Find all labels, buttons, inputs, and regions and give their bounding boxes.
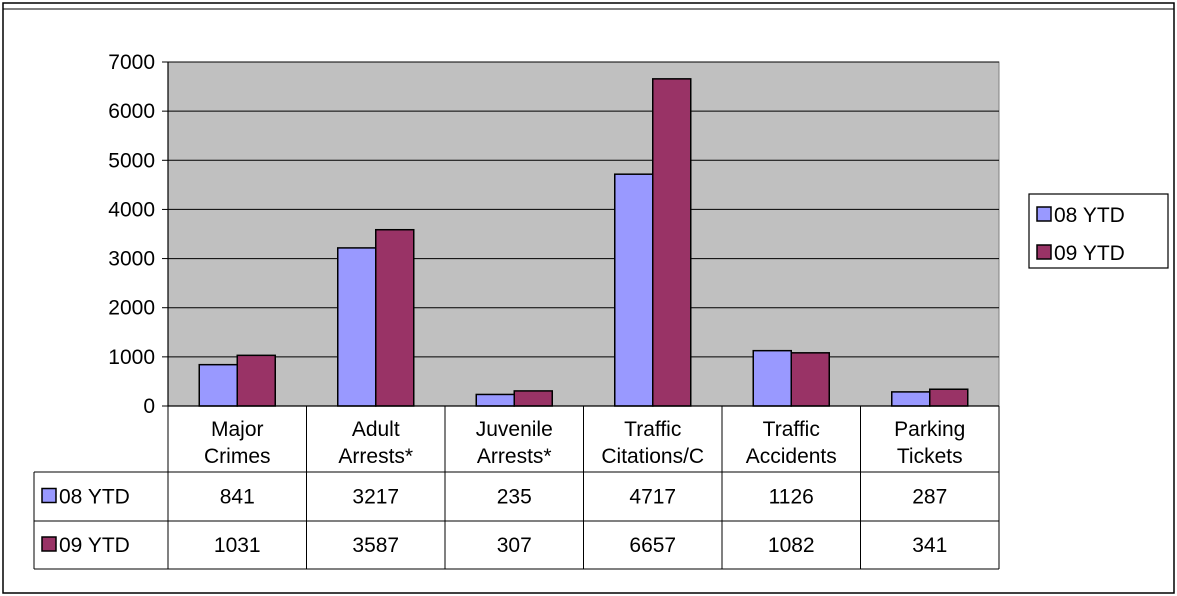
y-tick-label: 3000 <box>108 248 155 271</box>
y-tick-label: 0 <box>143 395 155 418</box>
category-label: Adult Arrests* <box>338 418 413 468</box>
table-legend-swatch <box>41 536 57 552</box>
table-cell-value: 3587 <box>352 534 399 557</box>
legend: 08 YTD 09 YTD <box>1028 193 1169 269</box>
bar-08-ytd <box>475 393 515 407</box>
category-label: Juvenile Arrests* <box>476 418 553 468</box>
bar-08-ytd <box>198 363 238 407</box>
table-cell-value: 1082 <box>768 534 815 557</box>
legend-swatch <box>1036 206 1052 222</box>
legend-swatch <box>1036 244 1052 260</box>
category-label: Traffic Citations/C <box>601 418 704 468</box>
bars <box>198 78 969 407</box>
category-label: Traffic Accidents <box>746 418 837 468</box>
y-tick-label: 4000 <box>108 198 155 221</box>
table-cell-value: 1126 <box>769 486 814 509</box>
y-tick-label: 1000 <box>108 346 155 369</box>
table-cell-value: 1031 <box>214 534 261 557</box>
bar-08-ytd <box>614 173 654 407</box>
bar-08-ytd <box>337 247 377 407</box>
y-tick-label: 6000 <box>108 100 155 123</box>
category-label: Major Crimes <box>204 418 271 468</box>
bar-09-ytd <box>652 78 692 407</box>
table-series-label: 08 YTD <box>59 486 130 509</box>
bar-09-ytd <box>236 354 276 407</box>
bar-09-ytd <box>513 390 553 407</box>
table-cell-value: 4717 <box>629 486 676 509</box>
y-tick-label: 5000 <box>108 149 155 172</box>
legend-box <box>1028 193 1169 269</box>
table-cell-value: 287 <box>912 486 947 509</box>
table-cell-value: 235 <box>497 486 532 509</box>
bar-09-ytd <box>375 228 415 407</box>
y-tick-label: 2000 <box>108 297 155 320</box>
y-axis: 0 1000 2000 3000 4000 5000 6000 7000 <box>108 51 169 418</box>
bar-08-ytd <box>891 391 931 407</box>
bar-08-ytd <box>752 349 792 407</box>
category-label: Parking Tickets <box>894 418 965 468</box>
table-legend-swatch <box>41 487 57 504</box>
bar-09-ytd <box>929 388 969 407</box>
legend-label: 09 YTD <box>1054 242 1125 265</box>
plot-area <box>167 61 1000 407</box>
legend-label: 08 YTD <box>1054 204 1125 227</box>
y-tick-label: 7000 <box>108 51 155 74</box>
data-table: Major Crimes Adult Arrests* Juvenile Arrests*… <box>33 405 1000 570</box>
plot-background <box>167 61 1000 407</box>
bar-09-ytd <box>790 352 830 407</box>
table-cell-value: 841 <box>220 486 255 509</box>
table-cell-value: 307 <box>497 534 532 557</box>
table-cell-value: 3217 <box>352 486 399 509</box>
table-cell-value: 341 <box>912 534 947 557</box>
table-cell-value: 6657 <box>629 534 676 557</box>
table-series-label: 09 YTD <box>59 534 130 557</box>
